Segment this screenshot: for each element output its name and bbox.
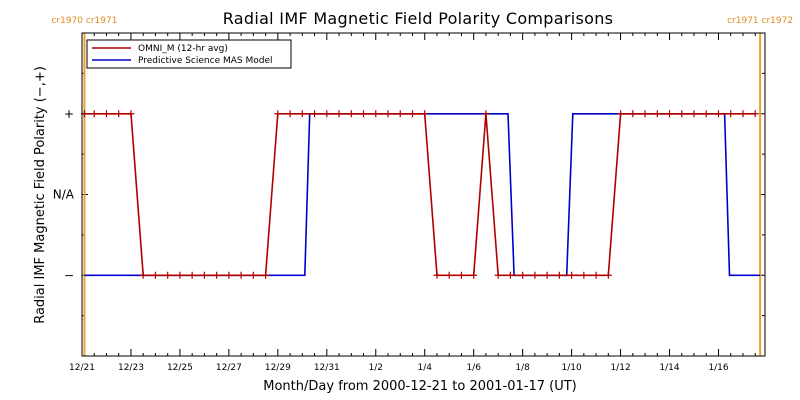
omni-data-point [249, 271, 257, 279]
x-tick-label: 12/23 [118, 363, 144, 373]
omni-data-point [604, 271, 612, 279]
legend-label-omni: OMNI_M (12-hr avg) [138, 44, 228, 54]
carrington-rotation-labels: cr1970 cr1971 cr1971 cr1972 [51, 16, 793, 26]
omni-data-point [421, 110, 429, 118]
omni-data-point [225, 271, 233, 279]
omni-data-point [568, 271, 576, 279]
omni-data-point [115, 110, 123, 118]
x-tick-label: 12/25 [167, 363, 193, 373]
x-tick-label: 12/29 [265, 363, 291, 373]
legend: OMNI_M (12-hr avg) Predictive Science MA… [86, 39, 292, 69]
x-tick-label: 1/12 [610, 363, 630, 373]
omni-data-point [531, 271, 539, 279]
omni-data-point [372, 110, 380, 118]
x-axis-label: Month/Day from 2000-12-21 to 2001-01-17 … [263, 379, 576, 394]
omni-data-point [678, 110, 686, 118]
y-tick-label: − [64, 268, 74, 282]
omni-data-point [739, 110, 747, 118]
omni-data-point [298, 110, 306, 118]
omni-data-point [151, 271, 159, 279]
omni-data-point [408, 110, 416, 118]
x-tick-label: 1/8 [515, 363, 530, 373]
omni-data-point [286, 110, 294, 118]
omni-data-point [237, 271, 245, 279]
omni-data-point [347, 110, 355, 118]
carrington-label: cr1971 cr1972 [727, 16, 793, 26]
omni-data-point [396, 110, 404, 118]
omni-data-point [482, 110, 490, 118]
carrington-label: cr1970 cr1971 [51, 16, 117, 26]
omni-data-point [200, 271, 208, 279]
omni-data-point [164, 271, 172, 279]
x-tick-label: 1/2 [369, 363, 383, 373]
omni-data-point [543, 271, 551, 279]
omni-data-point [433, 271, 441, 279]
legend-box [86, 39, 292, 69]
omni-data-point [690, 110, 698, 118]
omni-data-point [274, 110, 282, 118]
omni-data-point [470, 271, 478, 279]
omni-data-point [653, 110, 661, 118]
omni-data-point [494, 271, 502, 279]
omni-data-point [262, 271, 270, 279]
omni-data-point [666, 110, 674, 118]
series-omni [80, 110, 759, 279]
x-tick-label: 1/14 [659, 363, 679, 373]
omni-data-point [641, 110, 649, 118]
omni-data-point [384, 110, 392, 118]
chart-title: Radial IMF Magnetic Field Polarity Compa… [223, 9, 614, 28]
x-tick-label: 1/10 [561, 363, 581, 373]
omni-data-point [519, 271, 527, 279]
carrington-boundary-lines [83, 33, 762, 356]
x-tick-label: 1/4 [417, 363, 432, 373]
omni-data-point [127, 110, 135, 118]
omni-data-point [323, 110, 331, 118]
omni-data-point [176, 271, 184, 279]
omni-data-point [139, 271, 147, 279]
x-tick-label: 12/31 [314, 363, 340, 373]
x-tick-label: 12/27 [216, 363, 242, 373]
plot-frame [81, 32, 766, 357]
omni-data-point [506, 271, 514, 279]
omni-data-point [457, 271, 465, 279]
y-axis-label: Radial IMF Magnetic Field Polarity (−,+) [33, 66, 48, 324]
omni-data-point [102, 110, 110, 118]
x-tick-label: 1/6 [466, 363, 481, 373]
omni-data-point [445, 271, 453, 279]
omni-data-point [90, 110, 98, 118]
omni-data-point [751, 110, 759, 118]
omni-data-point [702, 110, 710, 118]
omni-data-point [335, 110, 343, 118]
omni-data-point [629, 110, 637, 118]
y-tick-label: + [64, 107, 74, 121]
omni-data-point [555, 271, 563, 279]
omni-data-point [727, 110, 735, 118]
omni-data-point [714, 110, 722, 118]
omni-data-point [592, 271, 600, 279]
omni-data-point [213, 271, 221, 279]
y-tick-label: N/A [53, 188, 75, 202]
omni-data-point [580, 271, 588, 279]
omni-data-point [617, 110, 625, 118]
x-tick-label: 1/16 [708, 363, 728, 373]
omni-data-point [311, 110, 319, 118]
omni-data-point [360, 110, 368, 118]
legend-label-mas: Predictive Science MAS Model [138, 56, 273, 66]
x-tick-label: 12/21 [69, 363, 95, 373]
omni-data-point [188, 271, 196, 279]
